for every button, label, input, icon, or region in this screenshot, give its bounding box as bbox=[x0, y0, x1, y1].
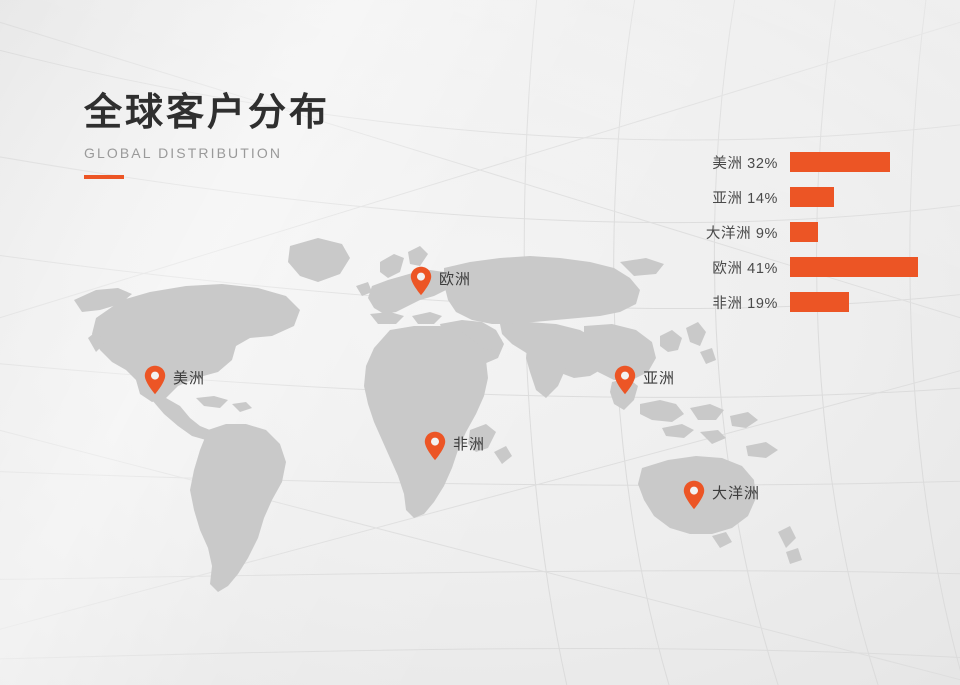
location-pin-icon bbox=[614, 365, 636, 395]
chart-track bbox=[790, 292, 930, 312]
map-pin-label: 亚洲 bbox=[643, 370, 676, 387]
chart-row-label: 大洋洲 9% bbox=[705, 225, 778, 242]
chart-row-label: 欧洲 41% bbox=[712, 260, 778, 277]
map-pin-asia[interactable]: 亚洲 bbox=[614, 365, 675, 395]
chart-row: 亚洲 14% bbox=[640, 187, 930, 207]
location-pin-icon bbox=[410, 266, 432, 296]
title-block: 全球客户分布 GLOBAL DISTRIBUTION bbox=[84, 92, 330, 179]
chart-track bbox=[790, 222, 930, 242]
page-subtitle: GLOBAL DISTRIBUTION bbox=[84, 144, 283, 161]
map-pin-label: 欧洲 bbox=[439, 271, 472, 288]
location-pin-icon bbox=[683, 480, 705, 510]
page-title: 全球客户分布 bbox=[84, 92, 331, 134]
map-pin-label: 非洲 bbox=[453, 436, 486, 453]
chart-track bbox=[790, 152, 930, 172]
map-pin-label: 大洋洲 bbox=[712, 485, 761, 502]
chart-row: 欧洲 41% bbox=[640, 257, 930, 277]
chart-track bbox=[790, 257, 930, 277]
chart-row: 大洋洲 9% bbox=[640, 222, 930, 242]
location-pin-icon bbox=[424, 431, 446, 461]
map-pin-label: 美洲 bbox=[173, 370, 206, 387]
location-pin-icon bbox=[144, 365, 166, 395]
chart-row-label: 美洲 32% bbox=[712, 155, 778, 172]
chart-track bbox=[790, 187, 930, 207]
chart-row: 美洲 32% bbox=[640, 152, 930, 172]
chart-bar bbox=[790, 257, 918, 277]
chart-row-label: 亚洲 14% bbox=[712, 190, 778, 207]
chart-bar bbox=[790, 292, 850, 312]
chart-bar bbox=[790, 222, 818, 242]
chart-row: 非洲 19% bbox=[640, 292, 930, 312]
map-pin-americas[interactable]: 美洲 bbox=[144, 365, 205, 395]
chart-row-label: 非洲 19% bbox=[712, 295, 778, 312]
accent-underline bbox=[84, 174, 124, 179]
map-pin-europe[interactable]: 欧洲 bbox=[410, 266, 471, 296]
map-pin-africa[interactable]: 非洲 bbox=[424, 431, 485, 461]
distribution-bar-chart: 美洲 32% 亚洲 14% 大洋洲 9% 欧洲 41% 非洲 19% bbox=[640, 152, 930, 312]
chart-bar bbox=[790, 152, 890, 172]
chart-bar bbox=[790, 187, 834, 207]
map-pin-oceania[interactable]: 大洋洲 bbox=[683, 480, 760, 510]
